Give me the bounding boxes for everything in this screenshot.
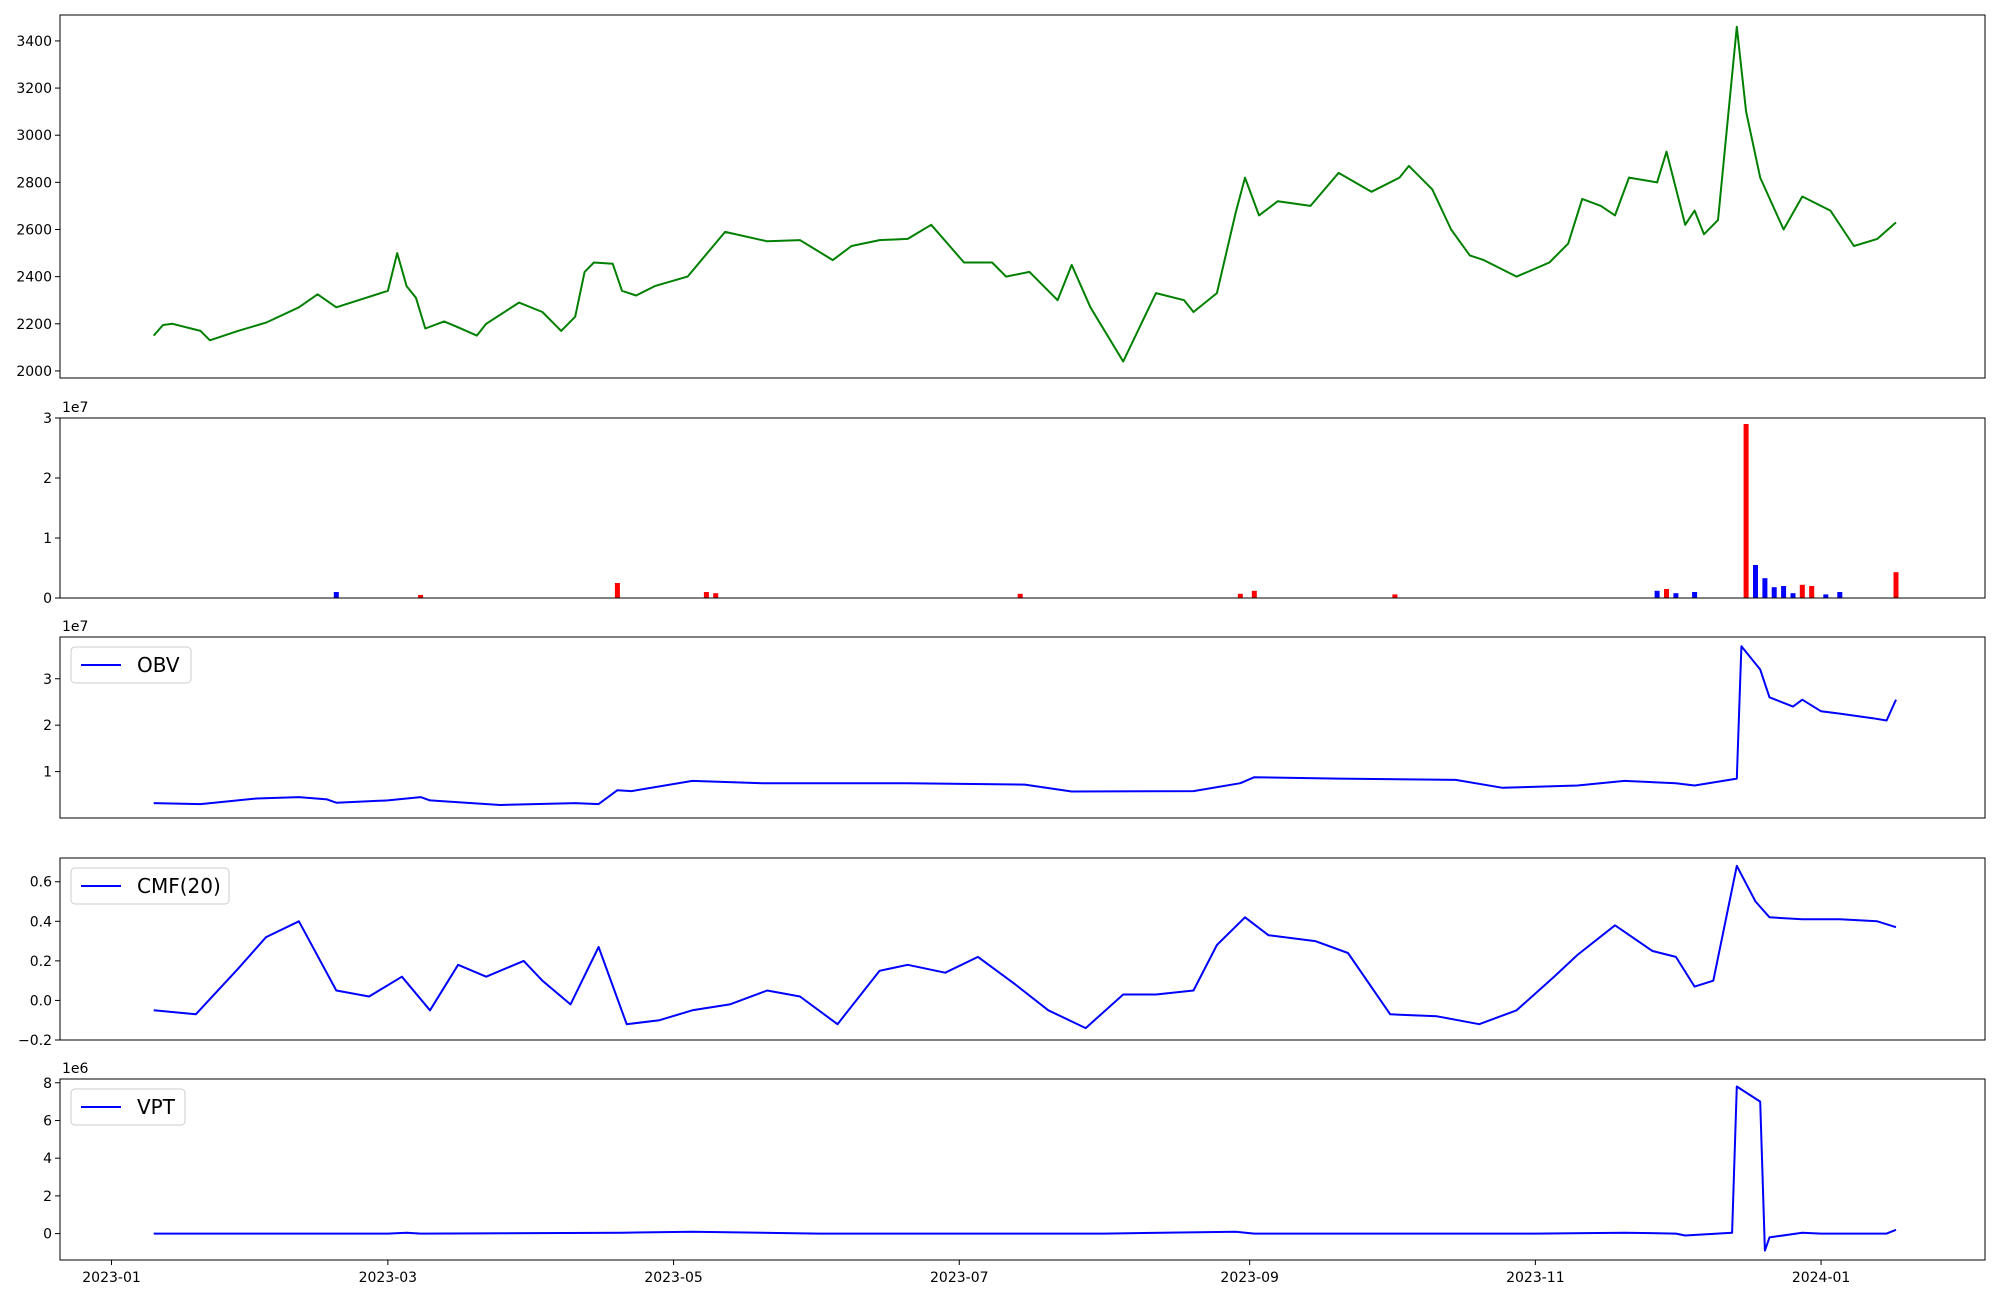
x-tick-label: 2024-01 [1792, 1270, 1851, 1286]
volume-bar [1251, 590, 1257, 598]
legend-box [70, 867, 230, 905]
y-tick-label: 2 [43, 471, 52, 487]
y-tick-label: 2600 [16, 223, 52, 239]
x-tick-label: 2023-07 [930, 1270, 989, 1286]
y-tick-label: 0.6 [30, 875, 52, 891]
y-offset-label: 1e7 [62, 400, 88, 416]
series-line-price [152, 25, 1897, 363]
y-tick-label: 8 [43, 1076, 52, 1092]
y-tick-label: 0.4 [30, 914, 52, 930]
legend-box [70, 1088, 186, 1126]
volume-bar [1823, 594, 1829, 598]
x-tick-label: 2023-05 [644, 1270, 703, 1286]
volume-bar [1692, 592, 1698, 598]
series-line-cmf-20- [153, 864, 1897, 1030]
y-tick-label: 3 [43, 672, 52, 688]
y-tick-label: 0.2 [30, 954, 52, 970]
y-tick-label: 0 [43, 1227, 52, 1243]
x-tick-label: 2023-01 [82, 1270, 141, 1286]
y-tick-label: 1 [43, 531, 52, 547]
x-tick-label: 2023-09 [1220, 1270, 1279, 1286]
panel-volume: 0 1 2 3 1e7 [43, 400, 1986, 607]
y-tick-label: 2 [43, 1189, 52, 1205]
x-tick-label: 2023-03 [359, 1270, 418, 1286]
volume-bar [1762, 578, 1768, 598]
legend: OBV [70, 646, 192, 684]
volume-bar [418, 595, 424, 598]
volume-bar [1799, 584, 1805, 598]
y-tick-label: 3400 [16, 34, 52, 50]
y-tick-label: 2800 [16, 175, 52, 191]
axes-frame [59, 14, 1986, 379]
y-offset-label: 1e6 [62, 1061, 89, 1077]
series-line-obv [153, 645, 1897, 806]
axes-frame [59, 417, 1986, 599]
volume-bar [1664, 589, 1669, 598]
y-tick-label: 3200 [16, 81, 52, 97]
volume-bar [713, 593, 719, 598]
legend: CMF(20) [70, 867, 230, 905]
y-offset-label: 1e7 [62, 619, 88, 635]
y-tick-label: 2200 [16, 317, 52, 333]
y-tick-label: 0 [43, 591, 52, 607]
volume-bar [614, 583, 620, 598]
x-axis: 2023-01 2023-03 2023-05 2023-07 2023-09 2023-… [82, 1260, 1850, 1286]
y-tick-label: 3 [43, 411, 52, 427]
y-tick-label: 4 [43, 1151, 52, 1167]
x-tick-label: 2023-11 [1506, 1270, 1565, 1286]
legend-box [70, 646, 192, 684]
axes-frame [59, 1078, 1986, 1261]
legend: VPT [70, 1088, 186, 1126]
volume-bar [1743, 424, 1749, 598]
y-tick-label: 2400 [16, 270, 52, 286]
volume-bar [1781, 586, 1787, 598]
series-line-vpt [153, 1085, 1897, 1252]
y-tick-label: 0.0 [30, 993, 52, 1009]
y-tick-label: 3000 [16, 128, 52, 144]
volume-bar [1893, 572, 1899, 598]
legend-label: CMF(20) [137, 874, 221, 898]
panel-obv: 1 2 3 1e7 OBV [43, 619, 1986, 819]
volume-bar [703, 592, 709, 598]
volume-bar [1753, 565, 1758, 598]
axes-frame [59, 857, 1986, 1041]
y-tick-label: 2 [43, 718, 52, 734]
volume-bar [333, 592, 339, 598]
volume-bar [1790, 593, 1796, 598]
y-tick-label: 1 [43, 765, 52, 781]
volume-bar [1673, 593, 1679, 598]
volume-bar [1237, 593, 1243, 598]
panel-cmf-20-: −0.2 0.0 0.2 0.4 0.6 CMF(20) [18, 857, 1986, 1049]
panel-vpt: 0 2 4 6 8 1e6 VPT [43, 1061, 1986, 1261]
panel-price: 2000 2200 2400 2600 2800 3000 3200 3400 [16, 14, 1986, 380]
y-tick-label: 2000 [16, 364, 52, 380]
volume-bar [1017, 593, 1023, 598]
y-tick-label: −0.2 [18, 1033, 52, 1049]
legend-label: OBV [137, 653, 180, 677]
y-tick-label: 6 [43, 1113, 52, 1129]
volume-bar [1654, 590, 1660, 598]
volume-bar [1809, 586, 1815, 598]
legend-label: VPT [137, 1095, 176, 1119]
volume-bar [1771, 587, 1777, 598]
axes-frame [59, 636, 1986, 819]
volume-bar [1837, 592, 1843, 598]
volume-bar [1392, 594, 1398, 598]
